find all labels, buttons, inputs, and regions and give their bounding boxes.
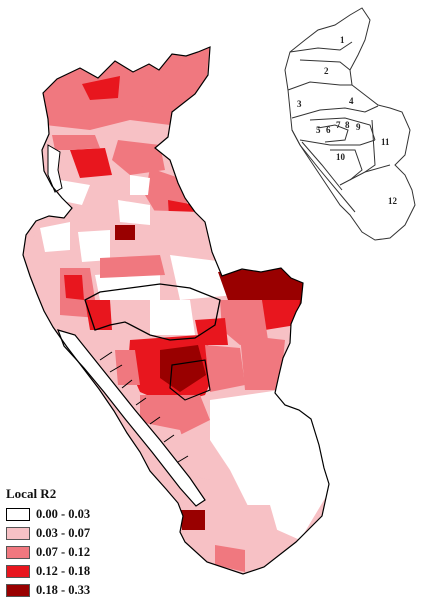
legend-label: 0.03 - 0.07	[36, 526, 91, 540]
inset-label-4: 4	[349, 96, 354, 106]
inset-label-7: 7	[336, 120, 341, 130]
legend-item: 0.00 - 0.03	[6, 505, 176, 524]
legend-item: 0.18 - 0.33	[6, 581, 176, 600]
legend-item: 0.07 - 0.12	[6, 543, 176, 562]
legend-swatch	[6, 527, 30, 540]
inset-label-1: 1	[340, 35, 345, 45]
legend: Local R2 0.00 - 0.03 0.03 - 0.07 0.07 - …	[6, 486, 176, 600]
legend-label: 0.12 - 0.18	[36, 564, 91, 578]
inset-label-6: 6	[326, 125, 331, 135]
legend-swatch	[6, 508, 30, 521]
inset-label-11: 11	[381, 137, 390, 147]
legend-title: Local R2	[6, 486, 57, 501]
legend-label: 0.18 - 0.33	[36, 583, 91, 597]
legend-label: 0.07 - 0.12	[36, 545, 91, 559]
legend-swatch	[6, 584, 30, 597]
inset-label-10: 10	[336, 152, 346, 162]
legend-swatch	[6, 565, 30, 578]
inset-label-3: 3	[297, 99, 302, 109]
inset-label-9: 9	[356, 122, 361, 132]
legend-item: 0.12 - 0.18	[6, 562, 176, 581]
inset-district-map	[284, 7, 416, 241]
legend-label: 0.00 - 0.03	[36, 507, 91, 521]
legend-item: 0.03 - 0.07	[6, 524, 176, 543]
inset-label-8: 8	[345, 120, 350, 130]
inset-label-12: 12	[388, 196, 398, 206]
inset-label-2: 2	[324, 66, 329, 76]
legend-swatch	[6, 546, 30, 559]
inset-label-5: 5	[316, 125, 321, 135]
